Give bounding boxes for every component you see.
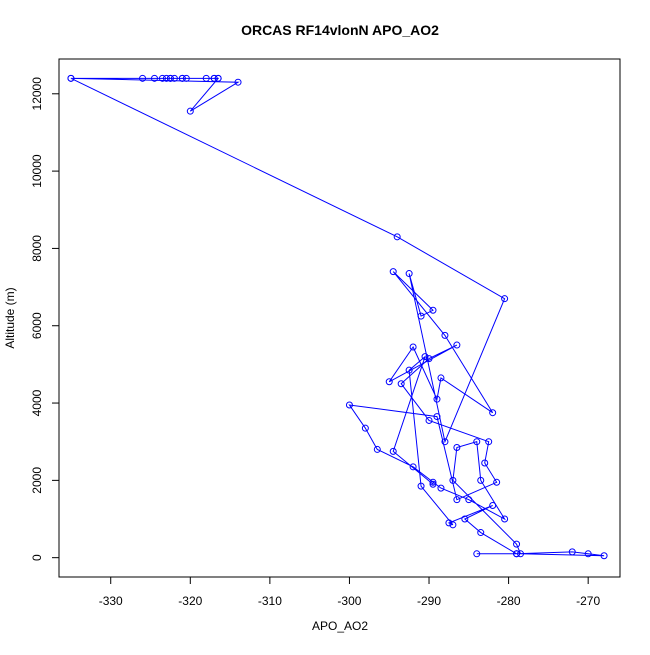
data-point (493, 478, 501, 486)
data-point (461, 515, 469, 523)
data-point (397, 380, 405, 388)
data-point (162, 74, 170, 82)
data-point (517, 550, 525, 558)
data-point (445, 519, 453, 527)
data-point (425, 355, 433, 363)
data-point (501, 295, 509, 303)
y-axis: 0 2000 4000 6000 8000 10000 12000 (30, 77, 60, 561)
data-point (139, 74, 147, 82)
x-axis-label: APO_AO2 (312, 619, 368, 633)
y-tick-label: 4000 (30, 389, 44, 416)
series-line (70, 77, 605, 557)
x-tick-label: -290 (417, 594, 441, 608)
x-tick-label: -310 (258, 594, 282, 608)
y-tick-label: 0 (30, 554, 44, 561)
data-point (186, 107, 194, 115)
data-point (584, 550, 592, 558)
data-point (389, 268, 397, 276)
data-point (210, 74, 218, 82)
data-point (373, 445, 381, 453)
data-point (166, 74, 174, 82)
y-tick-label: 12000 (30, 77, 44, 111)
data-point (473, 438, 481, 446)
data-point (417, 482, 425, 490)
data-point (409, 343, 417, 351)
data-point (429, 478, 437, 486)
data-point (182, 74, 190, 82)
plot-frame (58, 58, 621, 578)
data-point (345, 401, 353, 409)
data-point (568, 548, 576, 556)
data-point (513, 550, 521, 558)
data-point (409, 463, 417, 471)
data-point (441, 331, 449, 339)
data-point (202, 74, 210, 82)
data-point (405, 366, 413, 374)
data-point (489, 409, 497, 417)
data-point (178, 74, 186, 82)
data-point (513, 540, 521, 548)
x-tick-label: -270 (576, 594, 600, 608)
data-point (393, 233, 401, 241)
series-layer (67, 74, 608, 560)
data-point (485, 438, 493, 446)
data-point (449, 476, 457, 484)
data-point (437, 484, 445, 492)
data-point (437, 374, 445, 382)
y-tick-label: 8000 (30, 235, 44, 262)
data-point (158, 74, 166, 82)
data-point (481, 459, 489, 467)
data-point (214, 74, 222, 82)
data-point (473, 550, 481, 558)
y-tick-label: 6000 (30, 312, 44, 339)
data-point (425, 416, 433, 424)
data-point (501, 515, 509, 523)
data-point (433, 413, 441, 421)
data-point (361, 424, 369, 432)
x-tick-label: -320 (178, 594, 202, 608)
data-point (449, 521, 457, 529)
data-point (489, 501, 497, 509)
data-point (477, 476, 485, 484)
x-tick-label: -330 (99, 594, 123, 608)
data-point (170, 74, 178, 82)
y-axis-label: Altitude (m) (3, 287, 17, 348)
data-point (453, 341, 461, 349)
data-point (429, 306, 437, 314)
data-point (453, 444, 461, 451)
data-point (433, 395, 441, 403)
data-point (405, 270, 413, 278)
data-point (67, 74, 75, 82)
y-tick-label: 10000 (30, 154, 44, 188)
data-point (385, 378, 393, 386)
data-point (429, 480, 437, 488)
data-point (421, 353, 429, 361)
y-tick-label: 2000 (30, 467, 44, 494)
x-axis: -330 -320 -310 -300 -290 -280 -270 (99, 576, 600, 608)
data-point (389, 447, 397, 455)
x-tick-label: -280 (497, 594, 521, 608)
data-point (453, 496, 461, 504)
chart-title: ORCAS RF14vlonN APO_AO2 (241, 22, 439, 38)
data-point (150, 74, 158, 82)
data-point (477, 529, 485, 537)
x-tick-label: -300 (337, 594, 361, 608)
data-point (417, 312, 425, 320)
data-point (465, 496, 473, 504)
data-point (234, 78, 242, 86)
data-point (441, 438, 449, 446)
data-point (600, 552, 608, 560)
